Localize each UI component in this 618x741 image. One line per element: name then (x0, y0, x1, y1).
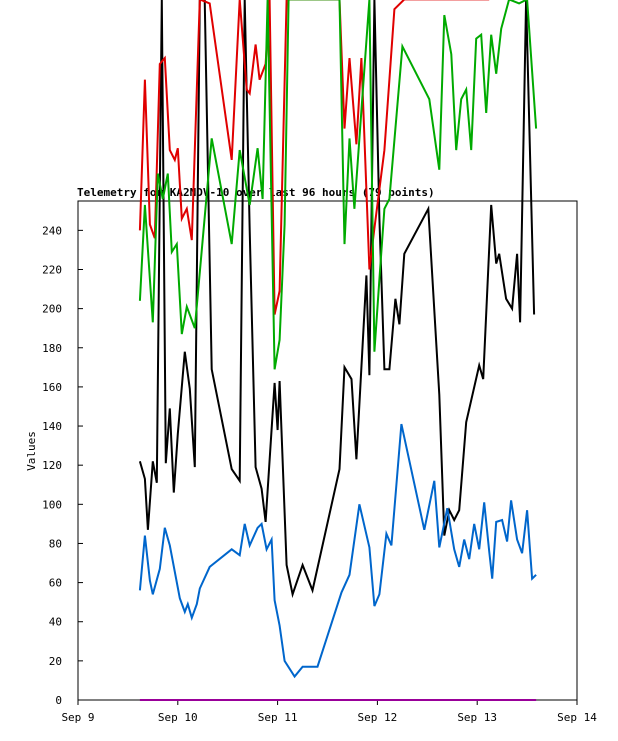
y-axis-label: Values (25, 431, 38, 471)
x-tick-label: Sep 11 (258, 711, 298, 724)
y-tick-label: 240 (42, 224, 62, 237)
series-line (138, 0, 538, 370)
chart-title: Telemetry for KA2NDV-10 over last 96 hou… (77, 186, 435, 199)
y-tick-label: 80 (49, 537, 62, 550)
series-line (138, 423, 537, 679)
series-line (138, 0, 536, 599)
y-tick-label: 20 (49, 655, 62, 668)
y-tick-label: 140 (42, 420, 62, 433)
y-tick-label: 0 (55, 694, 62, 707)
y-tick-label: 40 (49, 616, 62, 629)
x-tick-label: Sep 10 (158, 711, 198, 724)
y-tick-label: 160 (42, 381, 62, 394)
x-tick-label: Sep 9 (61, 711, 94, 724)
x-tick-label: Sep 13 (457, 711, 497, 724)
x-tick-label: Sep 14 (557, 711, 597, 724)
x-tick-label: Sep 12 (358, 711, 398, 724)
y-tick-label: 220 (42, 263, 62, 276)
y-tick-label: 200 (42, 303, 62, 316)
y-tick-label: 100 (42, 498, 62, 511)
y-tick-label: 180 (42, 342, 62, 355)
y-tick-label: 120 (42, 459, 62, 472)
y-tick-label: 60 (49, 577, 62, 590)
